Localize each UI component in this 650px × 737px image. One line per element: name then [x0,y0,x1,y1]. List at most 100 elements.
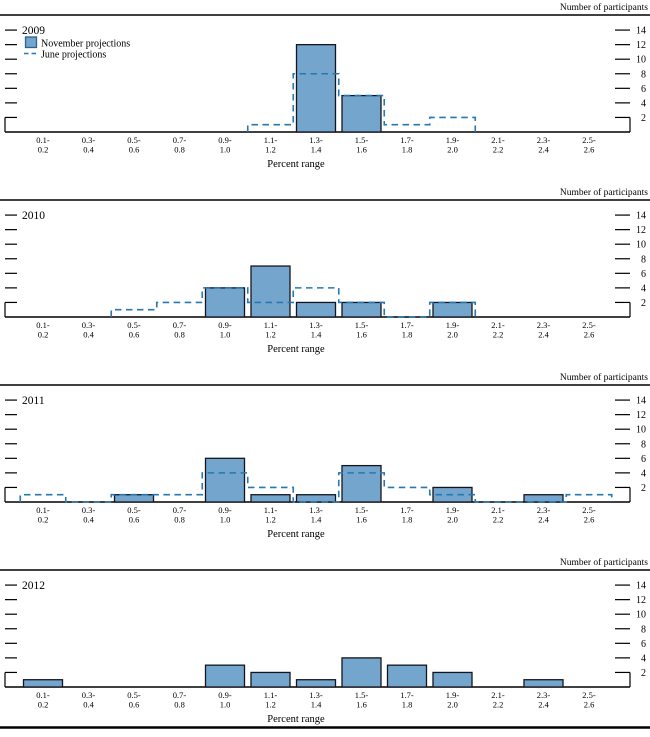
november-bar [523,679,564,688]
bin-label: 1.1-1.2 [264,505,278,525]
bin-label: 2.1-2.2 [491,135,505,155]
right-tick-label: 12 [636,225,646,236]
right-tick-label: 8 [641,624,646,635]
november-bar [22,679,64,688]
bin-label: 0.3-0.4 [82,135,96,155]
right-axis-title: Number of participants [560,187,648,198]
june-projection-line [19,472,613,503]
november-bar [250,494,291,503]
right-tick-label: 6 [641,639,646,650]
right-tick-label: 10 [636,55,646,66]
right-tick-label: 14 [636,26,646,37]
bin-label: 1.5-1.6 [355,320,369,340]
bin-label: 0.9-1.0 [218,505,232,525]
november-bar [341,657,382,688]
chart-2011: Number of participants 2 4 6 8 10 12 14 2011 0.1-… [0,372,650,540]
right-tick-label: 10 [636,240,646,251]
june-projection-line [246,72,477,132]
november-bar [204,457,246,503]
right-tick-label: 2 [641,113,646,124]
november-bar [341,301,382,318]
right-tick-label: 4 [641,98,646,109]
bin-label: 1.9-2.0 [446,135,460,155]
november-bar [432,301,473,318]
legend-november-swatch [24,36,38,49]
right-tick-label: 4 [641,468,646,479]
november-bar [295,494,337,503]
bin-label: 1.7-1.8 [400,320,414,340]
november-bar [295,301,337,318]
right-tick-label: 12 [636,410,646,421]
november-bar [295,679,337,688]
bin-label: 0.3-0.4 [82,505,96,525]
bin-label: 1.3-1.4 [309,505,323,525]
november-bar [523,494,564,503]
panel-2012: Number of participants 2 4 6 8 10 12 14 2012 0.1-… [0,555,650,737]
panel-2011: Number of participants 2 4 6 8 10 12 14 2011 0.1-… [0,370,650,555]
right-tick-label: 10 [636,425,646,436]
bin-label: 0.7-0.8 [173,505,187,525]
november-bar [250,265,291,318]
november-bar [113,494,155,503]
bin-label: 1.9-2.0 [446,505,460,525]
bin-label: 2.3-2.4 [537,690,551,710]
bin-label: 2.3-2.4 [537,505,551,525]
bin-label: 0.5-0.6 [127,320,141,340]
right-tick-label: 10 [636,610,646,621]
right-tick-label: 4 [641,283,646,294]
bin-label: 2.5-2.6 [582,505,596,525]
bin-label: 2.5-2.6 [582,135,596,155]
chart-2010: Number of participants 2 4 6 8 10 12 14 2010 0.1-… [0,187,650,355]
november-bar [341,464,382,503]
x-axis-title: Percent range [267,529,325,540]
bin-label: 2.3-2.4 [537,320,551,340]
right-axis-title: Number of participants [560,372,648,383]
bin-label: 1.1-1.2 [264,320,278,340]
chart-2012: Number of participants 2 4 6 8 10 12 14 2012 0.1-… [0,557,650,729]
x-axis-title: Percent range [267,344,325,355]
right-axis-title: Number of participants [560,557,648,568]
bin-label: 1.1-1.2 [264,135,278,155]
right-tick-label: 6 [641,269,646,280]
bin-label: 1.5-1.6 [355,505,369,525]
year-label: 2011 [22,395,45,407]
bin-label: 0.5-0.6 [127,690,141,710]
bin-label: 0.5-0.6 [127,505,141,525]
bin-label: 1.5-1.6 [355,135,369,155]
bin-label: 0.3-0.4 [82,320,96,340]
june-projection-line [110,287,477,318]
year-label: 2012 [22,580,45,592]
right-tick-label: 8 [641,69,646,80]
year-label: 2009 [22,25,45,37]
right-axis-title: Number of participants [560,2,648,13]
november-bar [204,664,246,688]
bin-label: 1.7-1.8 [400,690,414,710]
right-tick-label: 2 [641,668,646,679]
november-bar [386,664,428,688]
right-tick-label: 14 [636,581,646,592]
right-tick-label: 8 [641,254,646,265]
bin-label: 1.7-1.8 [400,135,414,155]
right-tick-label: 12 [636,40,646,51]
bin-label: 2.1-2.2 [491,320,505,340]
panel-2009: Number of participants 2 4 6 8 10 12 14 2009 Nove… [0,0,650,185]
right-tick-label: 2 [641,483,646,494]
right-tick-label: 12 [636,595,646,606]
bin-label: 0.9-1.0 [218,135,232,155]
chart-2009: Number of participants 2 4 6 8 10 12 14 2009 Nove… [0,2,650,170]
legend-november-label: November projections [41,39,130,50]
right-tick-label: 6 [641,454,646,465]
panel-2010: Number of participants 2 4 6 8 10 12 14 2010 0.1-… [0,185,650,370]
right-tick-label: 14 [636,211,646,222]
bin-label: 0.7-0.8 [173,135,187,155]
bin-label: 0.1-0.2 [36,320,50,340]
year-label: 2010 [22,210,45,222]
x-axis-title: Percent range [267,159,325,170]
bin-label: 1.7-1.8 [400,505,414,525]
bin-label: 1.9-2.0 [446,320,460,340]
bin-label: 0.3-0.4 [82,690,96,710]
november-bar [204,287,246,318]
legend-june-label: June projections [41,50,106,61]
november-bar [295,43,337,133]
